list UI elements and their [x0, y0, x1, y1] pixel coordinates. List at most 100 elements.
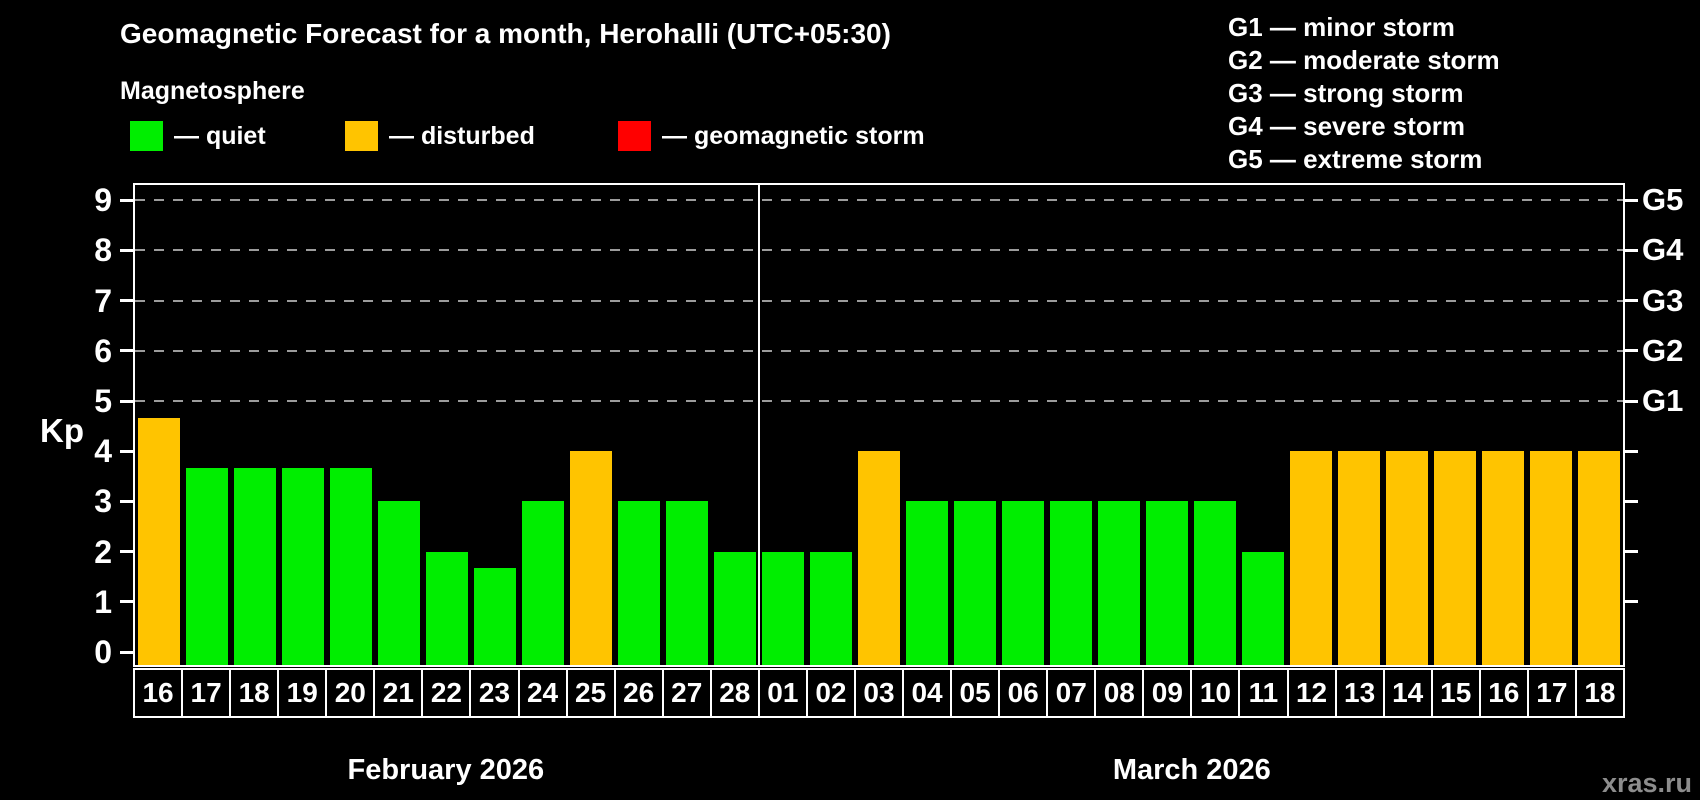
bar-slot-day-04	[903, 185, 951, 665]
storm-scale-item: G5 — extreme storm	[1228, 144, 1483, 174]
bar-slot-day-20	[327, 185, 375, 665]
disturbed-color-swatch	[345, 121, 378, 151]
y-axis-tick	[120, 650, 133, 654]
y-axis-tick	[120, 600, 133, 604]
y-axis-label-6: 6	[94, 332, 112, 369]
storm-scale-item: G3 — strong storm	[1228, 78, 1464, 108]
day-label: 16	[133, 668, 184, 718]
bar-slot-day-25	[567, 185, 615, 665]
kp-bar	[281, 467, 325, 665]
day-label: 04	[902, 668, 953, 718]
bar-slot-day-10	[1191, 185, 1239, 665]
day-label: 17	[1526, 668, 1577, 718]
day-label: 28	[709, 668, 760, 718]
day-label: 10	[1190, 668, 1241, 718]
bar-slot-day-18	[1575, 185, 1623, 665]
kp-bar	[1385, 451, 1429, 665]
bar-slot-day-19	[279, 185, 327, 665]
y-axis-label-3: 3	[94, 483, 112, 520]
kp-bar	[1529, 451, 1573, 665]
kp-bar	[329, 467, 373, 665]
kp-bar	[1433, 451, 1477, 665]
kp-bar	[1337, 451, 1381, 665]
day-label: 25	[565, 668, 616, 718]
right-axis-label-G1: G1	[1642, 383, 1684, 418]
right-axis-label-G5: G5	[1642, 182, 1684, 218]
bar-slot-day-16	[1479, 185, 1527, 665]
day-label: 18	[1574, 668, 1625, 718]
day-label: 17	[181, 668, 232, 718]
bar-slot-day-01	[759, 185, 807, 665]
legend-label-disturbed: — disturbed	[389, 122, 535, 150]
bar-slot-day-18	[231, 185, 279, 665]
legend-item-quiet: — quiet	[130, 121, 266, 151]
bar-slot-day-12	[1287, 185, 1335, 665]
right-axis-tick	[1625, 248, 1638, 252]
day-label: 20	[325, 668, 376, 718]
bar-slot-day-17	[1527, 185, 1575, 665]
bar-slot-day-21	[375, 185, 423, 665]
right-axis-label-G3: G3	[1642, 282, 1684, 318]
day-label: 14	[1382, 668, 1433, 718]
kp-bar	[809, 551, 853, 665]
day-label: 09	[1142, 668, 1193, 718]
day-label: 18	[229, 668, 280, 718]
y-axis-label-5: 5	[94, 383, 112, 419]
y-axis-tick	[120, 198, 133, 202]
kp-bar	[521, 501, 565, 665]
kp-bar	[617, 501, 661, 665]
gridline-kp7	[135, 299, 1623, 302]
day-label: 01	[757, 668, 808, 718]
day-label: 11	[1238, 668, 1289, 718]
day-label: 07	[1046, 668, 1097, 718]
kp-bar	[185, 467, 229, 665]
legend-label-storm: — geomagnetic storm	[662, 122, 925, 150]
day-label: 26	[613, 668, 664, 718]
kp-bar	[1193, 501, 1237, 665]
gridline-kp9	[135, 199, 1623, 202]
storm-scale-item: G4 — severe storm	[1228, 111, 1466, 141]
y-axis-label-7: 7	[94, 282, 112, 319]
right-axis-tick	[1625, 600, 1638, 604]
bar-slot-day-11	[1239, 185, 1287, 665]
day-label: 22	[421, 668, 472, 718]
right-axis-tick	[1625, 349, 1638, 353]
storm-scale-item: G2 — moderate storm	[1228, 45, 1500, 75]
day-axis-row: 16 17 18 19 20 21 22 23 24 25 26 27 28 01 02 03 04 05 06 07…	[133, 668, 1625, 718]
day-label: 24	[517, 668, 568, 718]
legend-item-disturbed: — disturbed	[345, 121, 535, 151]
kp-bar	[905, 501, 949, 665]
kp-bar	[713, 551, 757, 665]
bar-slot-day-17	[183, 185, 231, 665]
gridline-kp6	[135, 349, 1623, 352]
plot-area	[133, 183, 1625, 667]
bar-slot-day-28	[711, 185, 759, 665]
bar-slot-day-13	[1335, 185, 1383, 665]
storm-scale-legend: G1 — minor storm G2 — moderate storm G3 — …	[1228, 11, 1500, 176]
day-label: 03	[853, 668, 904, 718]
y-axis-tick	[120, 399, 133, 403]
gridline-kp5	[135, 400, 1623, 402]
kp-bar	[1049, 501, 1093, 665]
kp-bar	[377, 501, 421, 665]
y-axis-label-0: 0	[94, 634, 112, 670]
kp-bar	[1001, 501, 1045, 665]
bar-slot-day-15	[1431, 185, 1479, 665]
bar-slot-day-08	[1095, 185, 1143, 665]
y-axis-label-2: 2	[94, 533, 112, 570]
y-axis-label-8: 8	[94, 232, 112, 269]
kp-bar	[1577, 451, 1621, 665]
kp-bar	[953, 501, 997, 665]
legend-label-quiet: — quiet	[174, 122, 266, 150]
y-axis-tick	[120, 299, 133, 303]
day-label: 05	[950, 668, 1001, 718]
day-label: 02	[805, 668, 856, 718]
bar-slot-day-22	[423, 185, 471, 665]
bar-slot-day-27	[663, 185, 711, 665]
y-axis-tick	[120, 499, 133, 503]
bar-slot-day-02	[807, 185, 855, 665]
day-label: 16	[1478, 668, 1529, 718]
kp-bar	[1241, 551, 1285, 665]
y-axis-tick	[120, 349, 133, 353]
